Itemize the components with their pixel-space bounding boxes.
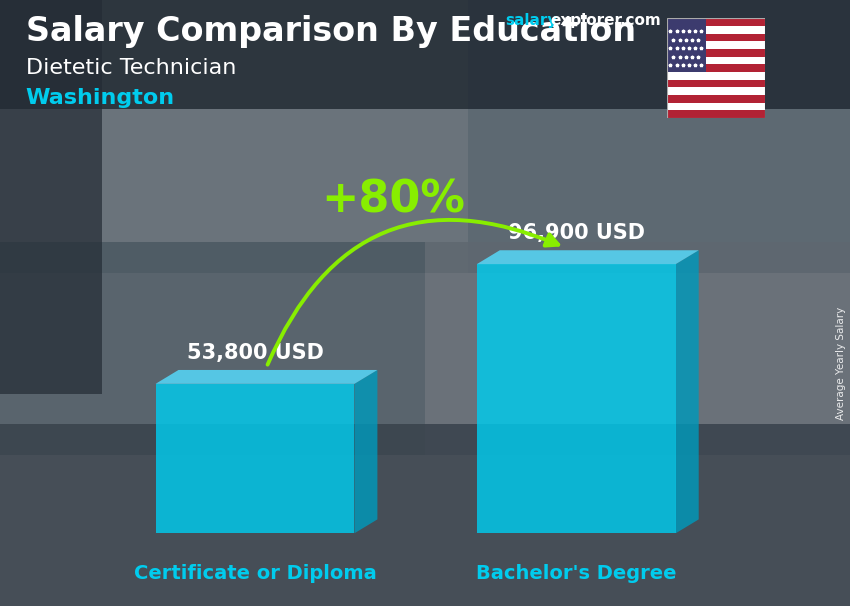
Bar bbox=[477, 264, 676, 533]
Text: 96,900 USD: 96,900 USD bbox=[507, 223, 645, 243]
Bar bbox=[0, 242, 425, 454]
Bar bbox=[667, 26, 765, 33]
Text: Washington: Washington bbox=[26, 88, 174, 108]
Bar bbox=[667, 110, 765, 118]
Text: Dietetic Technician: Dietetic Technician bbox=[26, 58, 235, 78]
Polygon shape bbox=[156, 370, 377, 384]
Text: Average Yearly Salary: Average Yearly Salary bbox=[836, 307, 846, 420]
Polygon shape bbox=[477, 250, 699, 264]
Text: Bachelor's Degree: Bachelor's Degree bbox=[476, 564, 677, 583]
Polygon shape bbox=[354, 370, 377, 533]
Bar bbox=[0, 0, 102, 394]
Bar bbox=[667, 56, 765, 64]
Bar bbox=[667, 80, 765, 87]
Text: 53,800 USD: 53,800 USD bbox=[186, 343, 324, 363]
Bar bbox=[667, 95, 765, 103]
Text: +80%: +80% bbox=[320, 179, 465, 222]
Bar bbox=[667, 64, 765, 72]
Bar bbox=[667, 87, 765, 95]
Text: Salary Comparison By Education: Salary Comparison By Education bbox=[26, 15, 636, 48]
Bar bbox=[468, 0, 850, 273]
Bar bbox=[425, 242, 850, 454]
Bar bbox=[667, 103, 765, 110]
Bar bbox=[0, 0, 850, 109]
Bar bbox=[0, 424, 850, 606]
Bar bbox=[667, 18, 706, 72]
Bar bbox=[667, 49, 765, 56]
Bar bbox=[667, 33, 765, 41]
Text: Certificate or Diploma: Certificate or Diploma bbox=[133, 564, 377, 583]
Bar bbox=[667, 72, 765, 80]
Bar bbox=[156, 384, 354, 533]
Text: salary: salary bbox=[506, 13, 558, 28]
Text: explorer.com: explorer.com bbox=[550, 13, 660, 28]
Bar bbox=[0, 0, 468, 273]
Bar bbox=[667, 41, 765, 49]
Polygon shape bbox=[676, 250, 699, 533]
Bar bbox=[667, 18, 765, 26]
